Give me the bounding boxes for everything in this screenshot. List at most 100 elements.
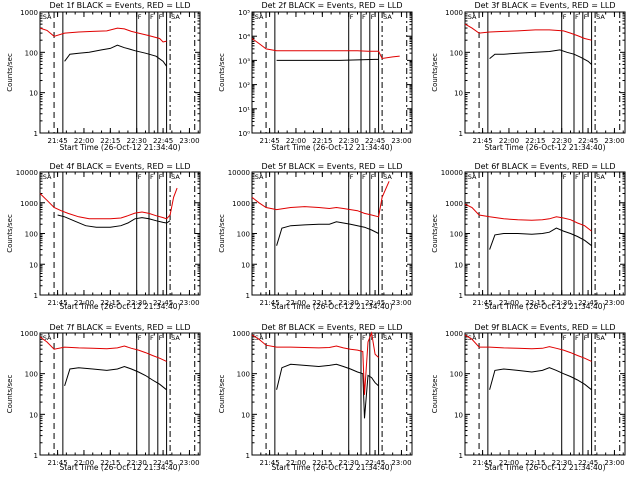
lld-series-line (39, 187, 178, 220)
event-marker-label: SA (255, 334, 264, 342)
chart-panel-9: Det 9f BLACK = Events, RED = LLD Counts/s… (431, 323, 626, 472)
x-tick-label: 22:15 (525, 137, 545, 145)
x-tick-label: 23:00 (179, 299, 199, 307)
events-series-line (64, 44, 168, 67)
x-tick-label: 22:45 (365, 459, 385, 467)
y-tick-label: 100 (450, 49, 463, 57)
x-tick-label: 22:00 (74, 137, 94, 145)
x-tick-label: 23:00 (391, 299, 411, 307)
y-tick-label: 100 (237, 371, 250, 379)
event-marker-label: F (350, 13, 354, 21)
x-tick-label: 23:00 (391, 137, 411, 145)
event-marker-label: SA (468, 173, 477, 181)
events-series-line (276, 58, 379, 61)
event-marker-label: F (350, 334, 354, 342)
y-tick-label: 10 (454, 261, 463, 269)
y-tick-label: 1000 (445, 330, 463, 338)
y-tick-label: 10000 (228, 169, 250, 177)
x-axis-label: Start Time (26-Oct-12 21:34:40) (271, 143, 392, 152)
event-marker-label: F (575, 13, 579, 21)
x-tick-label: 21:45 (259, 459, 279, 467)
chart-title: Det 5f BLACK = Events, RED = LLD (261, 162, 402, 171)
event-marker-label: SA (171, 173, 180, 181)
x-tick-label: 22:45 (578, 299, 598, 307)
chart-panel-7: Det 7f BLACK = Events, RED = LLD Counts/s… (6, 323, 201, 472)
chart-title: Det 6f BLACK = Events, RED = LLD (474, 162, 615, 171)
lld-series-line (251, 331, 379, 395)
plot-frame (464, 11, 626, 134)
x-tick-label: 22:45 (365, 137, 385, 145)
x-axis-label: Start Time (26-Oct-12 21:34:40) (59, 143, 180, 152)
event-marker-label: F (159, 334, 163, 342)
event-marker-label: F (150, 173, 154, 181)
x-tick-label: 21:45 (259, 299, 279, 307)
x-tick-label: 22:30 (552, 137, 572, 145)
x-tick-label: 22:00 (499, 299, 519, 307)
x-tick-label: 22:15 (312, 459, 332, 467)
y-tick-label: 1000 (20, 330, 38, 338)
y-tick-label: 1000 (445, 200, 463, 208)
event-marker-label: SA (171, 334, 180, 342)
x-tick-label: 22:45 (365, 299, 385, 307)
y-tick-label: 10 (241, 261, 250, 269)
event-marker-label: F (584, 173, 588, 181)
y-tick-label: 1 (34, 130, 38, 138)
event-marker-label: SA (468, 13, 477, 21)
y-tick-label: 10 (29, 90, 38, 98)
x-tick-label: 22:45 (153, 137, 173, 145)
event-marker-label: F (362, 334, 366, 342)
y-tick-label: 1000 (232, 200, 250, 208)
y-tick-label: 10⁵ (238, 9, 250, 17)
chart-title: Det 1f BLACK = Events, RED = LLD (49, 1, 190, 10)
plot-frame (251, 171, 413, 296)
x-tick-label: 23:00 (391, 459, 411, 467)
y-tick-label: 100 (25, 231, 38, 239)
chart-title: Det 2f BLACK = Events, RED = LLD (261, 1, 402, 10)
event-marker-label: SA (383, 13, 392, 21)
y-tick-label: 100 (25, 49, 38, 57)
y-axis-label: Counts/sec (6, 53, 14, 92)
lld-series-line (39, 336, 167, 362)
events-series-line (64, 365, 167, 391)
y-tick-label: 10 (29, 261, 38, 269)
y-tick-label: 1 (459, 130, 463, 138)
y-tick-label: 10⁰ (238, 130, 250, 138)
event-marker-label: F (371, 173, 375, 181)
y-tick-label: 1 (34, 452, 38, 460)
x-tick-label: 22:00 (499, 459, 519, 467)
event-marker-label: SA (43, 13, 52, 21)
x-tick-label: 22:00 (74, 459, 94, 467)
y-tick-label: 10 (241, 411, 250, 419)
x-tick-label: 23:00 (604, 137, 624, 145)
x-axis-label: Start Time (26-Oct-12 21:34:40) (59, 463, 180, 472)
chart-panel-4: Det 4f BLACK = Events, RED = LLD Counts/s… (6, 162, 201, 311)
chart-panel-6: Det 6f BLACK = Events, RED = LLD Counts/s… (431, 162, 626, 311)
y-axis-label: Counts/sec (218, 53, 226, 92)
x-tick-label: 23:00 (179, 459, 199, 467)
y-tick-label: 1 (34, 292, 38, 300)
y-tick-label: 10 (454, 411, 463, 419)
chart-panel-8: Det 8f BLACK = Events, RED = LLD Counts/s… (218, 323, 413, 472)
event-marker-label: F (371, 13, 375, 21)
x-tick-label: 22:00 (286, 299, 306, 307)
y-tick-label: 1000 (20, 200, 38, 208)
y-tick-label: 10000 (441, 169, 463, 177)
x-tick-label: 22:15 (100, 299, 120, 307)
event-marker-label: F (159, 13, 163, 21)
events-series-line (489, 227, 592, 250)
event-marker-label: F (584, 334, 588, 342)
event-marker-label: SA (255, 13, 264, 21)
x-tick-label: 21:45 (47, 137, 67, 145)
events-series-line (276, 363, 379, 419)
y-axis-label: Counts/sec (431, 214, 439, 253)
event-marker-label: F (563, 173, 567, 181)
y-axis-label: Counts/sec (218, 214, 226, 253)
x-tick-label: 22:15 (100, 137, 120, 145)
event-marker-label: SA (383, 173, 392, 181)
chart-title: Det 4f BLACK = Events, RED = LLD (49, 162, 190, 171)
x-tick-label: 22:15 (312, 299, 332, 307)
y-tick-label: 100 (237, 231, 250, 239)
y-tick-label: 1 (459, 292, 463, 300)
lld-series-line (464, 23, 592, 41)
x-tick-label: 22:00 (286, 137, 306, 145)
